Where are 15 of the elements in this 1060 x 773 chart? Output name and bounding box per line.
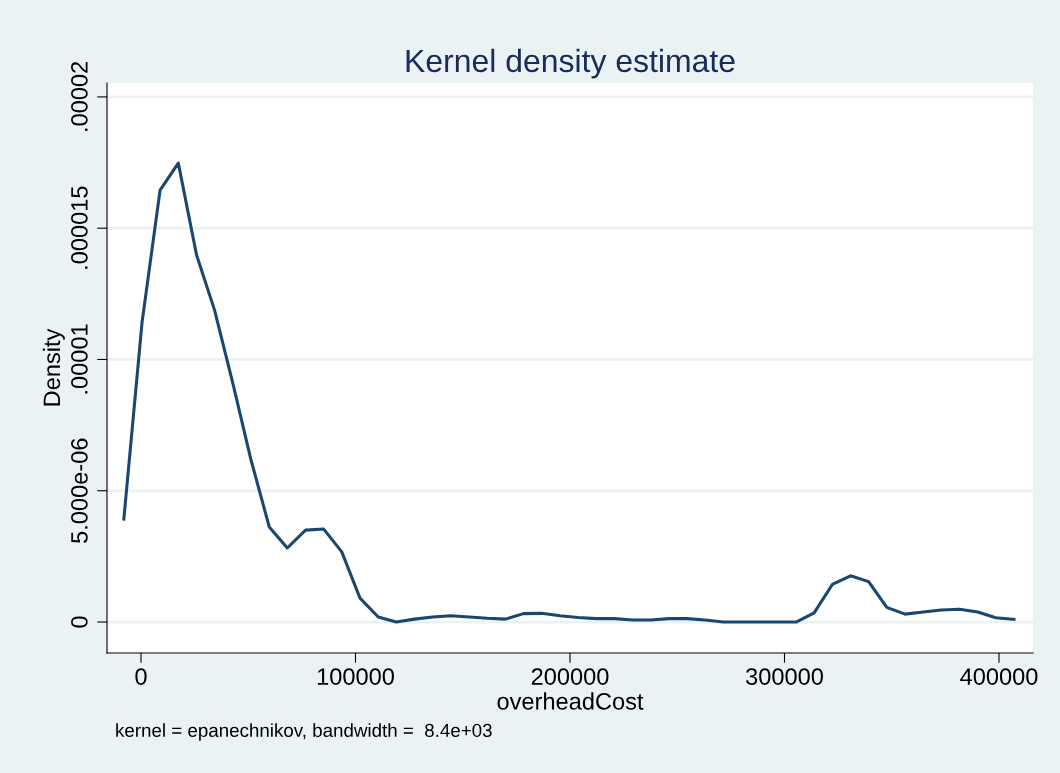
y-axis-title: Density	[42, 328, 65, 406]
x-tick-label: 200000	[531, 668, 609, 685]
x-tick-label: 400000	[960, 668, 1038, 685]
x-tick-label: 300000	[746, 668, 823, 685]
text: kernel = epanechnikov, bandwidth = 8.4e+03	[116, 723, 492, 741]
x-axis-title: overheadCost	[497, 692, 644, 710]
y-tick-label: .00001	[71, 324, 88, 394]
y-tick-label: 5.000e-06	[71, 438, 88, 543]
y-tick-label: .000015	[71, 186, 88, 269]
x-tick-label: 100000	[317, 668, 394, 685]
y-tick-label: .00002	[71, 61, 88, 131]
chart-title: Kernel density estimate	[406, 48, 735, 79]
x-tick-label: 0	[135, 668, 147, 685]
line-series	[122, 161, 1016, 624]
y-tick-label: 0	[71, 616, 88, 628]
